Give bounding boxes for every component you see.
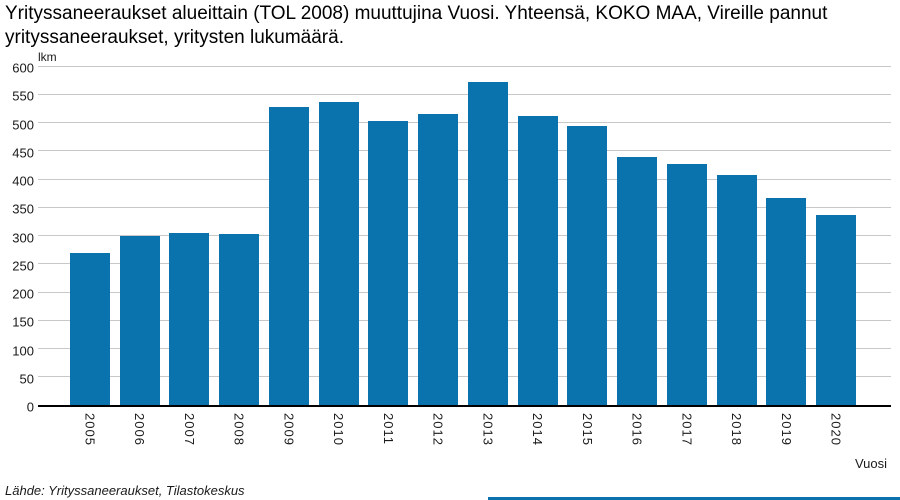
x-axis-title: Vuosi <box>854 456 887 471</box>
x-tick-label-2011: 2011 <box>380 413 396 445</box>
gridline-300 <box>38 235 891 236</box>
y-tick-label-400: 400 <box>12 173 34 189</box>
y-tick-label-550: 550 <box>12 88 34 104</box>
gridline-500 <box>38 122 891 123</box>
x-tick-label-2018: 2018 <box>729 413 745 446</box>
chart-title: Yrityssaneeraukset alueittain (TOL 2008)… <box>5 3 828 48</box>
x-slot-2015: 2015 <box>563 413 613 453</box>
bar-2019 <box>766 198 807 405</box>
gridline-100 <box>38 348 891 349</box>
x-slot-2009: 2009 <box>264 413 314 453</box>
x-tick-label-2017: 2017 <box>679 413 695 446</box>
y-tick-label-100: 100 <box>12 343 34 358</box>
bar-2005 <box>69 253 110 405</box>
y-tick-label-50: 50 <box>19 371 34 387</box>
bar-slot-2010 <box>314 68 364 405</box>
bar-2009 <box>268 106 309 405</box>
bar-2014 <box>517 115 558 405</box>
bar-slot-2009 <box>264 68 314 405</box>
y-tick-label-600: 600 <box>12 60 34 76</box>
bar-slot-2015 <box>563 68 613 405</box>
y-tick-label-450: 450 <box>12 145 34 161</box>
x-tick-label-2019: 2019 <box>778 413 794 446</box>
gridline-450 <box>38 150 891 152</box>
x-tick-label-2006: 2006 <box>132 413 148 446</box>
bar-2017 <box>666 164 707 405</box>
bar-slot-2005 <box>65 68 115 405</box>
bar-2007 <box>169 232 210 405</box>
bar-2012 <box>418 114 459 405</box>
bar-slot-2017 <box>662 68 712 405</box>
bar-slot-2008 <box>214 68 264 405</box>
gridline-50 <box>38 376 891 378</box>
bar-slot-2020 <box>811 68 861 405</box>
x-slot-2017: 2017 <box>662 413 712 453</box>
x-slot-2016: 2016 <box>612 413 662 453</box>
plot-area <box>38 65 891 407</box>
x-tick-label-2013: 2013 <box>480 413 496 446</box>
bar-2016 <box>617 156 658 405</box>
bar-slot-2014 <box>513 68 563 405</box>
x-tick-label-2010: 2010 <box>331 413 347 446</box>
x-axis: 2005 2006 2007 2008 2009 2010 2011 2012 2013 2014… <box>38 413 891 453</box>
x-slot-2005: 2005 <box>65 413 115 453</box>
y-tick-label-200: 200 <box>12 286 34 302</box>
x-tick-label-2016: 2016 <box>629 413 645 446</box>
bar-slot-2012 <box>413 68 463 405</box>
bar-2020 <box>816 214 857 405</box>
gridline-400 <box>38 178 891 180</box>
bar-2011 <box>368 121 409 405</box>
bar-slot-2013 <box>463 68 513 405</box>
x-slot-2006: 2006 <box>115 413 165 453</box>
y-tick-label-500: 500 <box>12 117 34 132</box>
bar-2010 <box>318 102 359 405</box>
x-tick-label-2005: 2005 <box>82 413 98 446</box>
x-tick-label-2009: 2009 <box>281 413 297 446</box>
x-tick-label-2014: 2014 <box>530 413 546 446</box>
bar-slot-2011 <box>364 68 414 405</box>
x-slot-2014: 2014 <box>513 413 563 453</box>
x-slot-2013: 2013 <box>463 413 513 453</box>
bar-2006 <box>119 235 160 405</box>
y-tick-label-300: 300 <box>12 230 34 245</box>
x-slot-2018: 2018 <box>712 413 762 453</box>
bar-slot-2016 <box>612 68 662 405</box>
gridline-200 <box>38 291 891 293</box>
y-tick-label-0: 0 <box>26 399 34 415</box>
gridline-150 <box>38 319 891 321</box>
x-slot-2019: 2019 <box>762 413 812 453</box>
x-tick-label-2012: 2012 <box>430 413 446 446</box>
bar-slot-2006 <box>115 68 165 405</box>
x-slot-2008: 2008 <box>214 413 264 453</box>
bar-series <box>38 68 891 405</box>
bar-slot-2018 <box>712 68 762 405</box>
x-slot-2020: 2020 <box>811 413 861 453</box>
y-tick-label-350: 350 <box>12 201 34 217</box>
x-tick-label-2008: 2008 <box>231 413 247 446</box>
bar-2008 <box>219 234 260 405</box>
bar-2015 <box>567 125 608 405</box>
bar-2013 <box>467 81 508 405</box>
gridline-350 <box>38 206 891 208</box>
y-tick-label-250: 250 <box>12 258 34 274</box>
x-tick-label-2015: 2015 <box>579 413 595 446</box>
source-note: Lähde: Yrityssaneeraukset, Tilastokeskus <box>5 483 245 498</box>
bar-slot-2007 <box>165 68 215 405</box>
x-slot-2010: 2010 <box>314 413 364 453</box>
gridline-600 <box>38 65 891 67</box>
y-tick-label-150: 150 <box>12 314 34 330</box>
x-slot-2012: 2012 <box>413 413 463 453</box>
x-slot-2007: 2007 <box>165 413 215 453</box>
gridline-550 <box>38 93 891 95</box>
bottom-blue-strip <box>488 497 900 500</box>
bar-slot-2019 <box>762 68 812 405</box>
x-tick-label-2007: 2007 <box>181 413 197 446</box>
x-slot-2011: 2011 <box>364 413 414 453</box>
y-axis: 0 50 100 150 200 250 300 350 400 450 500 550 600 <box>0 0 36 500</box>
bar-2018 <box>716 175 757 405</box>
x-tick-label-2020: 2020 <box>828 413 844 446</box>
gridline-250 <box>38 263 891 265</box>
y-axis-unit-label: lkm <box>38 50 57 64</box>
